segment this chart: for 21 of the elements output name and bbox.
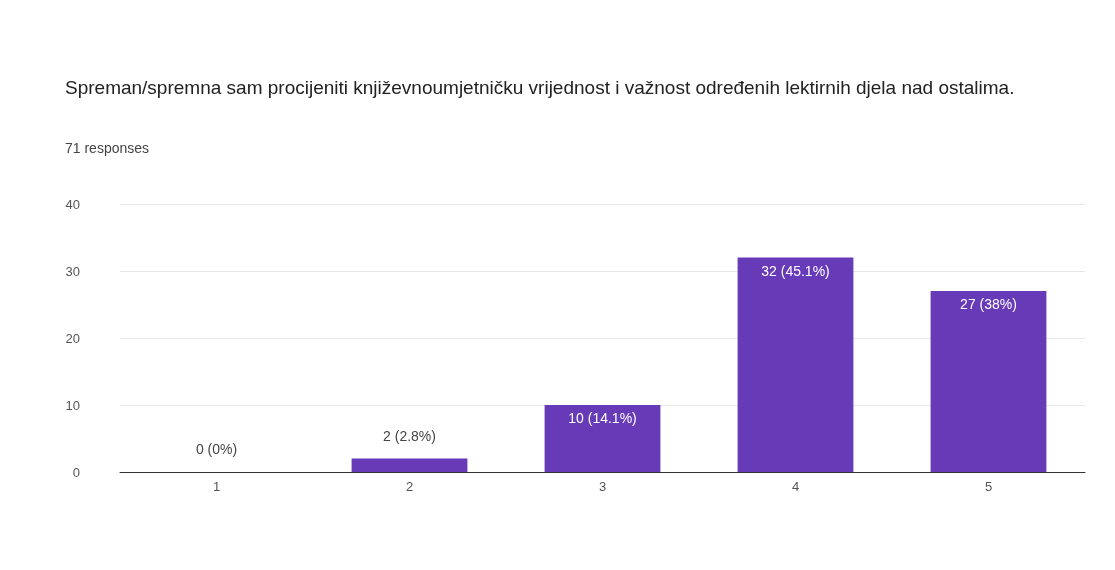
bar [544,405,661,472]
chart-title: Spreman/spremna sam procijeniti književnoumjetničku vrijednost i važnost određenih lektirnih djela nad ostalima. [65,76,1015,98]
bar [351,458,468,472]
x-tick-label: 2 [405,479,414,494]
y-tick-label: 40 [65,196,80,212]
data-label: 10 (14.1%) [568,410,637,426]
y-tick-label: 10 [65,397,80,413]
bar [930,291,1047,472]
data-label: 27 (38%) [960,296,1017,313]
x-tick-label: 4 [791,479,800,494]
chart-subtitle: 71 responses [65,140,150,156]
data-label: 32 (45.1%) [761,262,830,279]
x-tick-label: 1 [212,479,221,494]
y-tick-label: 20 [65,330,80,346]
data-label: 0 (0%) [195,441,238,457]
y-tick-label: 0 [72,464,80,480]
data-label: 2 (2.8%) [383,427,436,444]
bar [737,257,854,472]
y-tick-label: 30 [65,263,80,279]
x-tick-label: 3 [598,479,607,494]
x-tick-label: 5 [984,479,993,494]
